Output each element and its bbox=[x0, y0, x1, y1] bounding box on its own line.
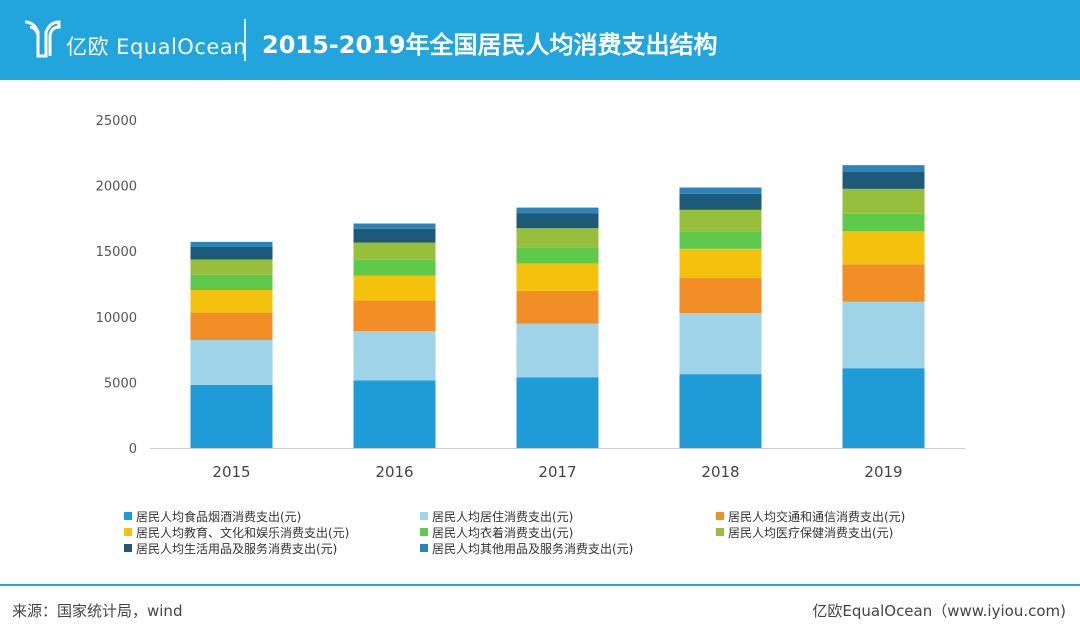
bar-segment bbox=[679, 248, 762, 279]
legend-label: 居民人均生活用品及服务消费支出(元) bbox=[136, 542, 338, 556]
legend-item: 居民人均衣着消费支出(元) bbox=[420, 524, 573, 541]
legend-label: 居民人均其他用品及服务消费支出(元) bbox=[432, 542, 634, 556]
bar-segment bbox=[190, 246, 273, 260]
bar-segment bbox=[842, 264, 925, 302]
legend-label: 居民人均交通和通信消费支出(元) bbox=[728, 510, 906, 524]
bar-segment bbox=[842, 172, 925, 189]
bar-segment bbox=[679, 313, 762, 375]
bar-segment bbox=[190, 259, 273, 275]
legend-label: 居民人均衣着消费支出(元) bbox=[432, 526, 574, 540]
bar-segment bbox=[679, 278, 762, 314]
legend-swatch bbox=[124, 512, 132, 520]
bar-segment bbox=[516, 213, 599, 229]
bar-segment bbox=[353, 331, 436, 381]
credit-note: 亿欧EqualOcean（www.iyiou.com) bbox=[812, 602, 1066, 620]
bar-segment bbox=[190, 384, 273, 448]
x-tick-label: 2018 bbox=[701, 463, 739, 481]
legend-label: 居民人均医疗保健消费支出(元) bbox=[728, 526, 894, 540]
legend-item: 居民人均其他用品及服务消费支出(元) bbox=[420, 540, 633, 557]
legend-item: 居民人均食品烟酒消费支出(元) bbox=[124, 508, 301, 525]
bar-segment bbox=[679, 231, 762, 249]
bar-segment bbox=[679, 374, 762, 448]
bar-segment bbox=[353, 242, 436, 260]
legend-swatch bbox=[124, 544, 132, 552]
bar-segment bbox=[353, 300, 436, 332]
bar-segment bbox=[190, 339, 273, 385]
header-bar: 亿欧 EqualOcean 2015-2019年全国居民人均消费支出结构 bbox=[0, 0, 1080, 80]
bar-segment bbox=[679, 187, 762, 194]
bar-segment bbox=[842, 165, 925, 173]
header-divider bbox=[244, 19, 246, 61]
bar-segment bbox=[353, 275, 436, 301]
bar-segment bbox=[516, 323, 599, 378]
bar-segment bbox=[516, 247, 599, 264]
bar-segment bbox=[353, 259, 436, 276]
bar-segment bbox=[190, 241, 273, 247]
stacked-bar-chart: 0 5000 10000 15000 20000 25000 2015 2016 2017 201… bbox=[96, 114, 965, 481]
bar-segment bbox=[516, 290, 599, 324]
bar-segment bbox=[353, 380, 436, 448]
bar-segment bbox=[516, 263, 599, 291]
bar-segment bbox=[190, 274, 273, 290]
footer-divider bbox=[0, 584, 1080, 586]
brand-name: 亿欧 EqualOcean bbox=[66, 35, 247, 59]
bar-segment bbox=[190, 312, 273, 340]
bar-segment bbox=[190, 289, 273, 313]
x-tick-label: 2016 bbox=[375, 463, 413, 481]
bar-segment bbox=[842, 213, 925, 232]
bar-segment bbox=[353, 223, 436, 229]
y-tick-label: 20000 bbox=[96, 180, 137, 195]
legend-item: 居民人均居住消费支出(元) bbox=[420, 508, 573, 525]
x-tick-label: 2019 bbox=[864, 463, 902, 481]
bar-segment bbox=[842, 231, 925, 265]
y-tick-label: 5000 bbox=[104, 376, 137, 391]
y-tick-label: 15000 bbox=[96, 245, 137, 260]
legend-label: 居民人均食品烟酒消费支出(元) bbox=[136, 510, 302, 524]
x-tick-label: 2015 bbox=[212, 463, 250, 481]
y-tick-label: 25000 bbox=[96, 114, 137, 129]
bar-segment bbox=[679, 209, 762, 232]
x-tick-label: 2017 bbox=[538, 463, 576, 481]
legend-item: 居民人均交通和通信消费支出(元) bbox=[716, 508, 905, 525]
legend-label: 居民人均教育、文化和娱乐消费支出(元) bbox=[136, 526, 350, 540]
legend-swatch bbox=[420, 528, 428, 536]
bar-segment bbox=[842, 368, 925, 448]
equalocean-logo-icon bbox=[24, 20, 61, 58]
page-title: 2015-2019年全国居民人均消费支出结构 bbox=[262, 31, 718, 59]
bar-segment bbox=[516, 228, 599, 248]
chart-legend: 居民人均食品烟酒消费支出(元) 居民人均居住消费支出(元) 居民人均交通和通信消费支… bbox=[124, 508, 1024, 558]
legend-item: 居民人均医疗保健消费支出(元) bbox=[716, 524, 893, 541]
legend-label: 居民人均居住消费支出(元) bbox=[432, 510, 574, 524]
legend-swatch bbox=[716, 512, 724, 520]
legend-swatch bbox=[420, 512, 428, 520]
y-tick-label: 0 bbox=[129, 442, 137, 457]
bar-segment bbox=[353, 228, 436, 243]
bar-segment bbox=[842, 301, 925, 369]
legend-swatch bbox=[716, 528, 724, 536]
bar-segment bbox=[679, 193, 762, 210]
legend-swatch bbox=[124, 528, 132, 536]
legend-item: 居民人均教育、文化和娱乐消费支出(元) bbox=[124, 524, 349, 541]
bar-segment bbox=[516, 377, 599, 448]
y-tick-label: 10000 bbox=[96, 311, 137, 326]
legend-item: 居民人均生活用品及服务消费支出(元) bbox=[124, 540, 337, 557]
bar-segment bbox=[842, 188, 925, 214]
bar-segment bbox=[516, 207, 599, 214]
source-note: 来源：国家统计局，wind bbox=[12, 602, 183, 620]
legend-swatch bbox=[420, 544, 428, 552]
